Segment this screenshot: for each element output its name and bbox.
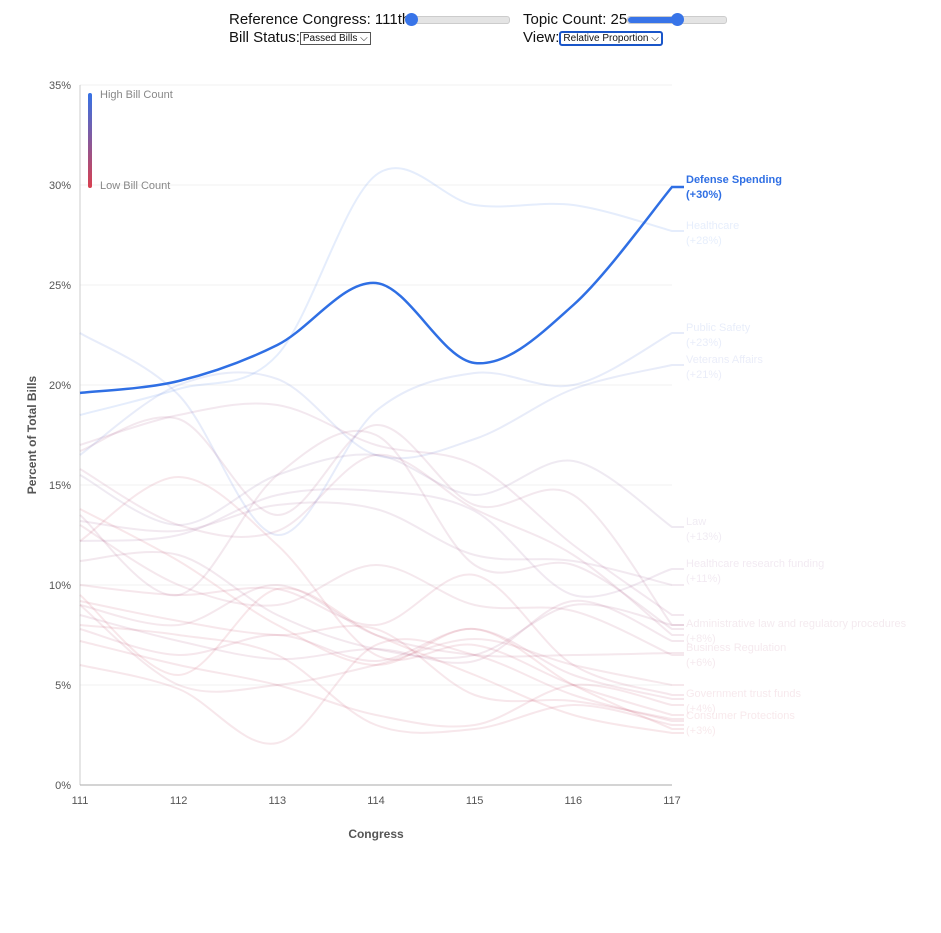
series-name-label: Consumer Protections	[686, 710, 795, 722]
slider-knob[interactable]	[671, 13, 685, 27]
view-control: View: Relative Proportion ⌵	[523, 29, 663, 46]
series-name-label: Healthcare research funding	[686, 558, 824, 570]
series-name-label: Business Regulation	[686, 642, 786, 654]
series-change-label: (+21%)	[686, 369, 722, 381]
series-line[interactable]	[79, 638, 684, 745]
series-name-label: Public Safety	[686, 322, 751, 334]
y-tick-label: 0%	[55, 780, 71, 792]
y-tick-label: 30%	[49, 180, 71, 192]
chevron-down-icon: ⌵	[651, 32, 659, 44]
y-tick-label: 15%	[49, 480, 71, 492]
highlighted-series-name: Defense Spending	[686, 174, 782, 186]
x-tick-label: 111	[72, 795, 89, 807]
series-line[interactable]	[79, 429, 684, 630]
series-line[interactable]	[79, 167, 684, 416]
series-name-label: Veterans Affairs	[686, 354, 763, 366]
legend-gradient-bar	[88, 93, 92, 188]
line-chart: 0% 5% 10% 15% 20% 25% 30% 35% 111 112 113 114 115 116…	[25, 80, 907, 841]
series-change-label: (+23%)	[686, 337, 722, 349]
series-line[interactable]	[79, 524, 684, 656]
series-name-label: Administrative law and regulatory proced…	[686, 618, 907, 630]
slider-knob[interactable]	[405, 13, 419, 27]
series-line[interactable]	[79, 332, 684, 537]
y-tick-label: 35%	[49, 80, 71, 92]
highlighted-series-line[interactable]	[79, 185, 684, 395]
series-name-label: Law	[686, 516, 706, 528]
x-tick-label: 115	[466, 795, 484, 807]
x-tick-label: 113	[269, 795, 287, 807]
series-change-label: (+4%)	[686, 703, 716, 715]
reference-congress-control: Reference Congress: 111th	[229, 11, 511, 28]
bill-status-label: Bill Status:	[229, 29, 300, 46]
series-change-label: (+13%)	[686, 531, 722, 543]
series-line[interactable]	[79, 508, 684, 730]
chevron-down-icon: ⌵	[360, 32, 368, 44]
series-line[interactable]	[79, 583, 684, 658]
series-change-label: (+8%)	[686, 633, 716, 645]
y-tick-label: 5%	[55, 680, 71, 692]
series-line[interactable]	[79, 453, 684, 636]
series-change-label: (+11%)	[686, 573, 721, 585]
y-tick-label: 25%	[49, 280, 71, 292]
series-line[interactable]	[79, 488, 684, 598]
x-tick-label: 112	[170, 795, 188, 807]
legend-high: High Bill Count	[100, 89, 173, 101]
series-change-label: (+3%)	[686, 725, 716, 737]
legend-low: Low Bill Count	[100, 180, 170, 192]
y-axis-label: Percent of Total Bills	[25, 375, 39, 494]
topic-count-control: Topic Count: 25	[523, 11, 728, 28]
series-line[interactable]	[79, 599, 684, 664]
series-change-label: (+28%)	[686, 235, 722, 247]
series-line[interactable]	[79, 416, 684, 626]
x-axis-label: Congress	[348, 827, 404, 841]
view-value: Relative Proportion	[563, 32, 649, 44]
series-name-label: Healthcare	[686, 220, 739, 232]
series-line[interactable]	[79, 640, 684, 728]
series-change-label: (+6%)	[686, 657, 716, 669]
series-name-label: Government trust funds	[686, 688, 801, 700]
highlighted-series-change: (+30%)	[686, 189, 722, 201]
x-tick-label: 117	[663, 795, 681, 807]
series-line[interactable]	[79, 587, 684, 734]
series-line[interactable]	[79, 627, 684, 700]
series-line[interactable]	[79, 573, 684, 696]
series-line[interactable]	[79, 453, 684, 528]
view-select[interactable]: Relative Proportion ⌵	[559, 30, 663, 46]
series-line[interactable]	[79, 600, 684, 720]
slider-fill	[628, 17, 678, 24]
series-line[interactable]	[79, 551, 684, 660]
series-line[interactable]	[79, 604, 684, 693]
y-tick-label: 10%	[49, 580, 71, 592]
x-tick-label: 116	[565, 795, 583, 807]
bill-status-control: Bill Status: Passed Bills ⌵	[229, 29, 371, 46]
x-tick-label: 114	[367, 795, 385, 807]
series-line[interactable]	[79, 501, 684, 586]
bill-status-select[interactable]: Passed Bills ⌵	[299, 31, 371, 45]
topic-count-label: Topic Count: 25	[523, 11, 628, 28]
y-tick-label: 20%	[49, 380, 71, 392]
reference-congress-label: Reference Congress: 111th	[229, 11, 411, 28]
bill-status-value: Passed Bills	[302, 32, 358, 44]
reference-congress-slider[interactable]	[405, 13, 511, 27]
series-line[interactable]	[79, 402, 684, 616]
series-line[interactable]	[79, 364, 684, 460]
view-label: View:	[523, 29, 560, 46]
series-line[interactable]	[79, 475, 684, 716]
series-line[interactable]	[79, 624, 684, 734]
topic-count-slider[interactable]	[627, 13, 728, 27]
